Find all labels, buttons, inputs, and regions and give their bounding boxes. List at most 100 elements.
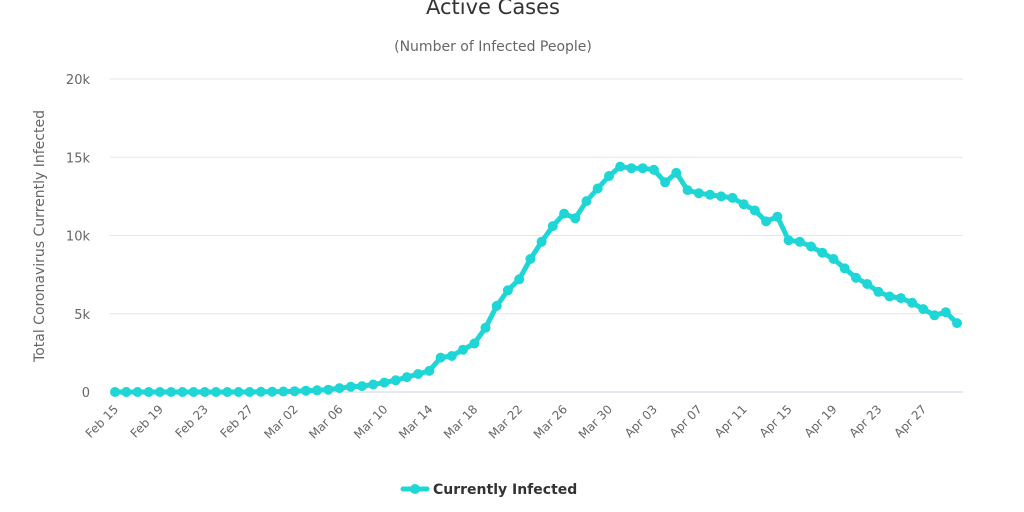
data-point[interactable] [615, 161, 626, 172]
data-point[interactable] [794, 236, 805, 247]
data-point[interactable] [884, 291, 895, 302]
data-point[interactable] [783, 235, 794, 246]
data-point[interactable] [873, 286, 884, 297]
data-point[interactable] [940, 307, 951, 318]
chart-subtitle: (Number of Infected People) [394, 39, 592, 55]
x-tick-label: Mar 30 [576, 402, 615, 441]
x-tick-label: Feb 23 [173, 402, 211, 440]
data-point[interactable] [817, 247, 828, 258]
gridlines [110, 78, 963, 393]
data-point[interactable] [289, 386, 300, 397]
data-point[interactable] [952, 318, 962, 329]
x-tick-label: Feb 15 [83, 402, 121, 440]
data-point[interactable] [132, 387, 143, 397]
data-point[interactable] [839, 263, 850, 274]
data-point[interactable] [401, 372, 412, 383]
data-point[interactable] [570, 213, 581, 224]
data-point[interactable] [918, 304, 929, 315]
data-point[interactable] [121, 387, 132, 397]
data-point[interactable] [480, 322, 491, 333]
data-point[interactable] [536, 236, 547, 247]
data-point[interactable] [581, 196, 592, 207]
data-point[interactable] [323, 384, 334, 395]
data-point[interactable] [413, 369, 424, 379]
data-point[interactable] [671, 167, 682, 178]
data-point[interactable] [682, 185, 693, 196]
data-point[interactable] [357, 381, 367, 392]
data-point[interactable] [693, 188, 704, 199]
y-axis-ticks: 0 5k 10k 15k 20k [66, 73, 91, 401]
data-point[interactable] [828, 254, 839, 264]
data-point[interactable] [211, 387, 221, 397]
data-point[interactable] [559, 208, 570, 219]
data-point[interactable] [772, 211, 783, 222]
data-point[interactable] [233, 387, 244, 397]
series-line [112, 164, 960, 395]
data-point[interactable] [491, 300, 502, 311]
x-tick-label: Feb 19 [128, 402, 166, 440]
data-point[interactable] [390, 375, 401, 386]
data-point[interactable] [895, 293, 906, 304]
data-point[interactable] [110, 387, 120, 397]
x-tick-label: Mar 10 [351, 402, 390, 441]
data-point[interactable] [469, 338, 480, 349]
data-point[interactable] [648, 164, 659, 175]
data-point[interactable] [345, 381, 356, 392]
x-tick-label: Apr 07 [667, 402, 705, 440]
series-currently-infected [110, 161, 962, 397]
x-tick-label: Mar 06 [306, 402, 345, 441]
data-point[interactable] [435, 352, 446, 363]
data-point[interactable] [514, 274, 525, 285]
data-point[interactable] [705, 189, 715, 200]
data-point[interactable] [177, 387, 188, 397]
data-point[interactable] [166, 387, 177, 397]
x-tick-label: Apr 11 [712, 402, 750, 440]
x-tick-label: Apr 19 [802, 402, 840, 440]
data-point[interactable] [929, 310, 940, 321]
data-point[interactable] [446, 351, 457, 361]
data-point[interactable] [334, 383, 345, 394]
data-point[interactable] [300, 385, 311, 396]
data-point[interactable] [862, 279, 873, 289]
data-point[interactable] [738, 199, 749, 210]
y-axis-label: Total Coronavirus Currently Infected [32, 110, 48, 363]
data-point[interactable] [547, 221, 558, 232]
data-point[interactable] [244, 387, 255, 397]
data-point[interactable] [806, 241, 817, 252]
data-point[interactable] [637, 163, 648, 174]
data-point[interactable] [278, 386, 289, 397]
data-point[interactable] [907, 297, 918, 308]
data-point[interactable] [222, 387, 233, 397]
y-tick-label: 10k [66, 230, 91, 245]
data-point[interactable] [525, 254, 536, 264]
data-point[interactable] [727, 192, 738, 203]
data-point[interactable] [626, 163, 637, 174]
x-tick-label: Apr 27 [891, 402, 929, 440]
data-point[interactable] [458, 344, 468, 355]
data-point[interactable] [379, 377, 390, 388]
data-point[interactable] [143, 387, 154, 397]
data-point[interactable] [199, 387, 210, 397]
data-point[interactable] [424, 365, 435, 376]
data-point[interactable] [154, 387, 165, 397]
data-point[interactable] [592, 183, 603, 194]
x-tick-label: Mar 02 [261, 402, 300, 441]
legend[interactable]: Currently Infected [400, 482, 577, 498]
x-tick-label: Mar 14 [396, 402, 435, 441]
data-point[interactable] [716, 191, 727, 202]
data-point[interactable] [851, 272, 861, 283]
data-point[interactable] [502, 285, 513, 296]
legend-label[interactable]: Currently Infected [433, 482, 577, 498]
data-point[interactable] [368, 379, 379, 390]
data-point[interactable] [255, 386, 266, 397]
data-point[interactable] [660, 177, 671, 188]
y-tick-label: 20k [66, 73, 91, 88]
data-point[interactable] [749, 205, 760, 216]
data-point[interactable] [267, 386, 278, 397]
data-point[interactable] [761, 216, 772, 227]
data-point[interactable] [604, 171, 614, 181]
data-point[interactable] [312, 385, 323, 396]
data-point[interactable] [188, 387, 199, 397]
x-tick-label: Apr 15 [757, 402, 795, 440]
x-tick-label: Mar 18 [441, 402, 480, 441]
